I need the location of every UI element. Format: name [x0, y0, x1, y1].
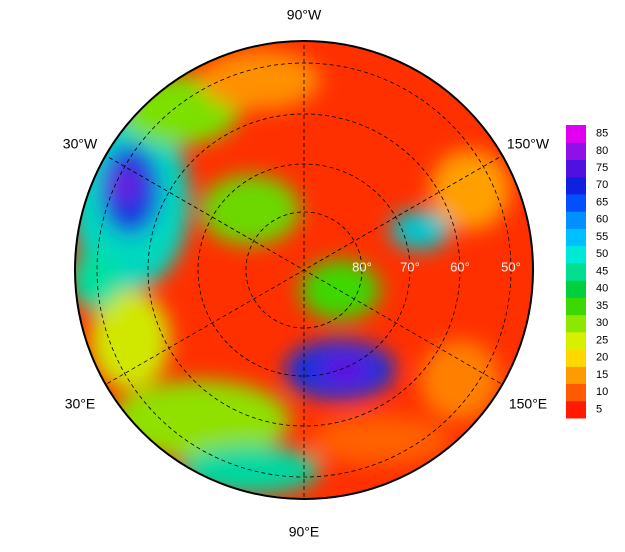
longitude-label: 150°E [509, 396, 547, 412]
longitude-label: 150°W [507, 136, 550, 152]
colorbar-tick-label: 45 [596, 265, 608, 277]
colorbar-tick-label: 75 [596, 162, 608, 174]
latitude-label: 60° [450, 259, 470, 274]
colorbar-segment [566, 366, 586, 385]
colorbar-tick-label: 20 [596, 352, 608, 364]
colorbar-tick-label: 15 [596, 369, 608, 381]
colorbar-segment [566, 125, 586, 143]
colorbar-segment [566, 297, 586, 316]
graticule [96, 41, 512, 499]
colorbar-segment [566, 228, 586, 247]
colorbar-tick-label: 60 [596, 214, 608, 226]
longitude-label: 90°W [287, 7, 322, 23]
colorbar-tick-label: 10 [596, 386, 608, 398]
colorbar-tick-label: 25 [596, 334, 608, 346]
colorbar-segment [566, 193, 586, 212]
colorbar-segment [566, 159, 586, 178]
colorbar-tick-label: 50 [596, 248, 608, 260]
colorbar-tick-label: 40 [596, 283, 608, 295]
colorbar-segment [566, 211, 586, 229]
colorbar-segment [566, 349, 586, 367]
colorbar-segment [566, 176, 586, 195]
colorbar-segment [566, 314, 586, 333]
colorbar-tick-label: 5 [596, 403, 602, 415]
colorbar-tick-label: 85 [596, 128, 608, 140]
colorbar-tick-label: 30 [596, 317, 608, 329]
colorbar-segment [566, 280, 586, 298]
latitude-label: 80° [352, 259, 372, 274]
latitude-label: 70° [400, 259, 420, 274]
colorbar-tick-label: 80 [596, 145, 608, 157]
longitude-label: 90°E [289, 524, 320, 540]
longitude-label: 30°W [63, 136, 98, 152]
colorbar-tick-label: 55 [596, 231, 608, 243]
colorbar-tick-label: 65 [596, 196, 608, 208]
field [75, 41, 533, 499]
map-border [74, 40, 534, 500]
colorbar-tick-label: 35 [596, 300, 608, 312]
colorbar-segment [566, 383, 586, 402]
colorbar-segment [566, 331, 586, 350]
longitude-label: 30°E [65, 396, 96, 412]
colorbar-tick-label: 70 [596, 179, 608, 191]
latitude-label: 50° [501, 259, 521, 274]
colorbar-segment [566, 400, 586, 419]
colorbar-segment [566, 142, 586, 160]
colorbar-segment [566, 245, 586, 264]
colorbar-segment [566, 262, 586, 281]
